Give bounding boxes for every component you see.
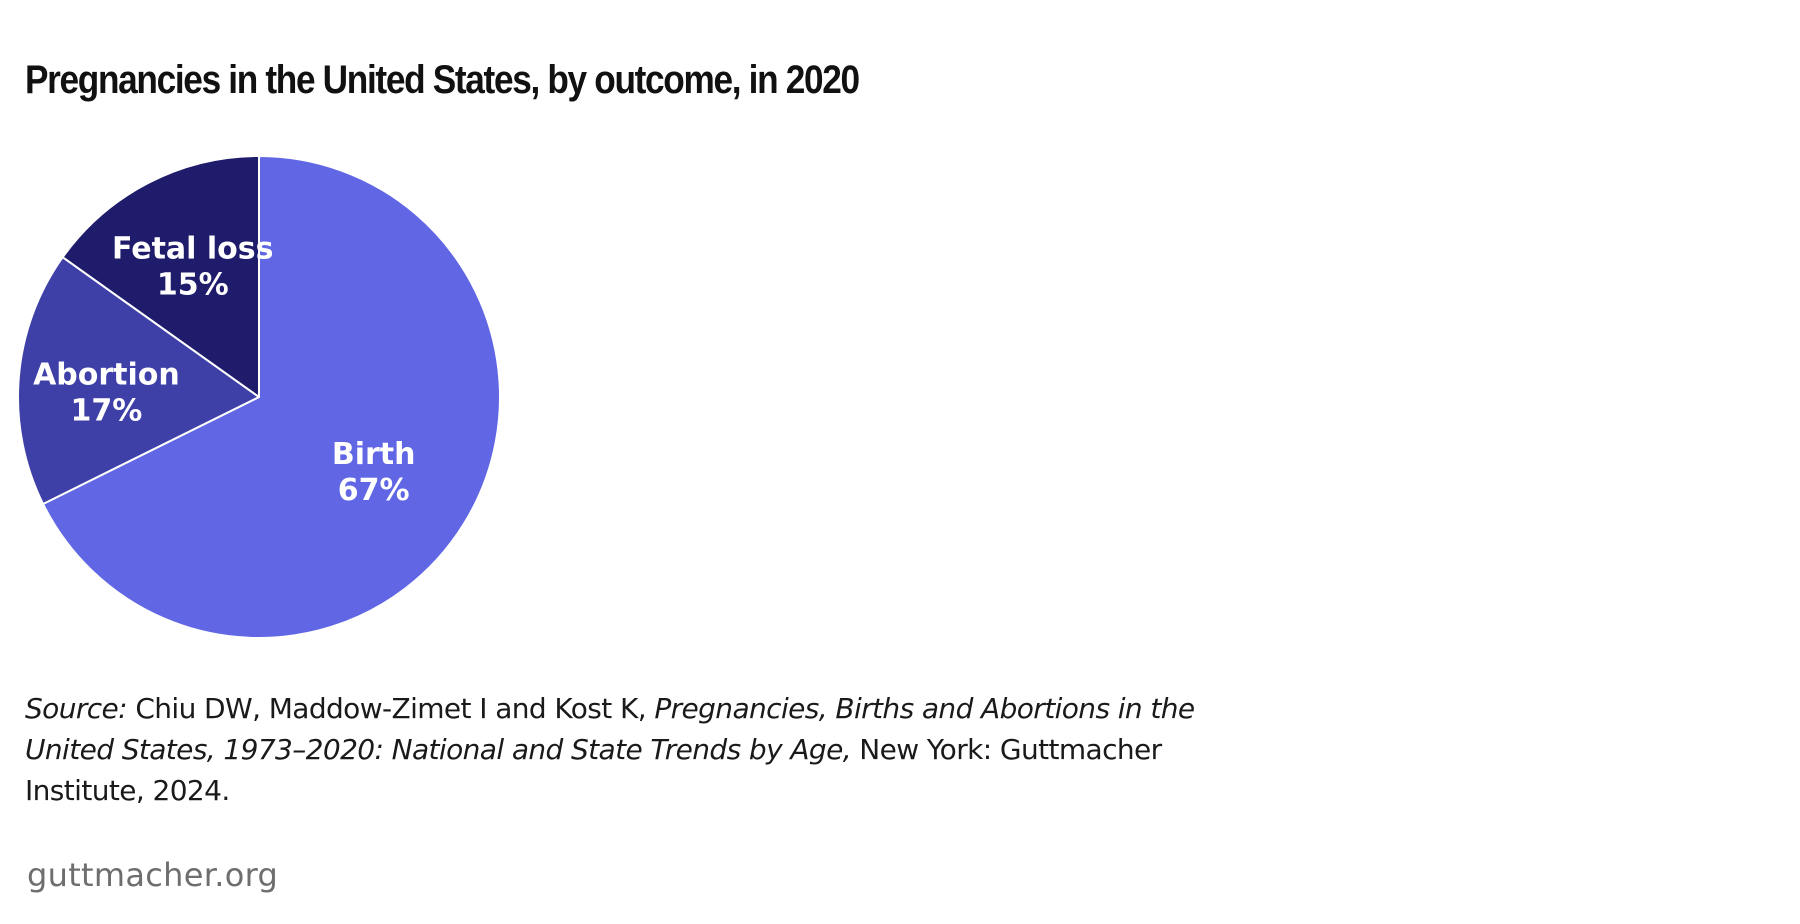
pie-slice-birth xyxy=(42,155,501,639)
source-label: Source: xyxy=(25,692,128,725)
source-authors: Chiu DW, Maddow-Zimet I and Kost K, xyxy=(127,692,655,725)
slice-name-label: Birth xyxy=(332,437,416,472)
site-url[interactable]: guttmacher.org xyxy=(27,856,279,894)
source-publication: Pregnancies, Births and Abortions in the… xyxy=(25,692,1195,766)
chart-title: Pregnancies in the United States, by out… xyxy=(25,58,860,102)
slice-value-label: 17% xyxy=(71,393,143,428)
slice-name-label: Fetal loss xyxy=(112,231,274,266)
pie-slice-abortion xyxy=(17,256,260,506)
slice-name-label: Abortion xyxy=(33,357,180,392)
pie-slice-fetal-loss xyxy=(61,155,260,398)
source-note: Source: Chiu DW, Maddow-Zimet I and Kost… xyxy=(25,688,1205,811)
slice-value-label: 15% xyxy=(157,267,229,302)
slice-value-label: 67% xyxy=(338,473,410,508)
source-publisher: New York: Guttmacher Institute, 2024. xyxy=(25,733,1162,807)
